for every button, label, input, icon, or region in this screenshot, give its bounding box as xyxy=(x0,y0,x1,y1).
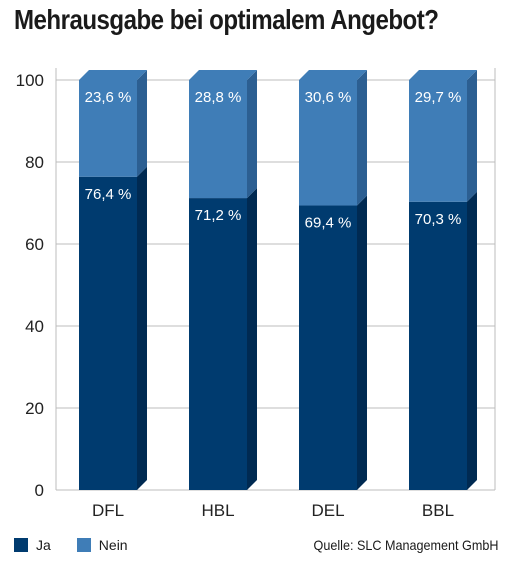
bar-side-nein-dfl xyxy=(137,70,147,177)
y-tick-label-100: 100 xyxy=(16,71,44,90)
y-tick-label-80: 80 xyxy=(25,153,44,172)
bar-side-nein-hbl xyxy=(247,70,257,199)
x-tick-label-dfl: DFL xyxy=(92,501,124,520)
data-label-nein-del: 30,6 % xyxy=(305,89,352,106)
bar-side-ja-dfl xyxy=(137,166,147,490)
x-tick-label-bbl: BBL xyxy=(422,501,454,520)
y-tick-label-40: 40 xyxy=(25,317,44,336)
bar-side-nein-del xyxy=(357,70,367,206)
source-note: Quelle: SLC Management GmbH xyxy=(313,537,498,553)
x-tick-label-hbl: HBL xyxy=(201,501,234,520)
legend-swatch-ja xyxy=(14,538,28,552)
legend-item-ja: Ja xyxy=(14,537,51,553)
bar-nein-del xyxy=(299,80,357,206)
legend-label-nein: Nein xyxy=(98,537,128,553)
chart-title: Mehrausgabe bei optimalem Angebot? xyxy=(14,4,439,35)
bar-nein-dfl xyxy=(79,80,137,177)
bar-side-nein-bbl xyxy=(467,70,477,202)
bar-top-del xyxy=(299,70,367,80)
bar-nein-hbl xyxy=(189,80,247,199)
y-tick-label-0: 0 xyxy=(35,481,44,500)
x-tick-label-del: DEL xyxy=(311,501,344,520)
bar-ja-del xyxy=(299,205,357,490)
bar-ja-dfl xyxy=(79,176,137,490)
bar-top-dfl xyxy=(79,70,147,80)
data-label-ja-dfl: 76,4 % xyxy=(85,186,132,203)
data-label-nein-dfl: 23,6 % xyxy=(85,89,132,106)
bar-ja-bbl xyxy=(409,201,467,490)
data-label-ja-del: 69,4 % xyxy=(305,214,352,231)
y-tick-label-20: 20 xyxy=(25,399,44,418)
bar-nein-bbl xyxy=(409,80,467,202)
legend-item-nein: Nein xyxy=(76,537,128,553)
legend-swatch-nein xyxy=(76,538,91,552)
data-label-nein-hbl: 28,8 % xyxy=(195,89,242,106)
bar-top-bbl xyxy=(409,70,477,80)
bar-side-ja-del xyxy=(357,195,367,490)
data-label-ja-hbl: 71,2 % xyxy=(195,207,242,224)
legend-label-ja: Ja xyxy=(36,537,51,553)
bar-ja-hbl xyxy=(189,198,247,490)
legend: Ja Nein xyxy=(14,537,154,553)
y-tick-label-60: 60 xyxy=(25,235,44,254)
data-label-nein-bbl: 29,7 % xyxy=(415,89,462,106)
data-label-ja-bbl: 70,3 % xyxy=(415,211,462,228)
bar-side-ja-hbl xyxy=(247,188,257,490)
bar-side-ja-bbl xyxy=(467,191,477,490)
bar-top-hbl xyxy=(189,70,257,80)
